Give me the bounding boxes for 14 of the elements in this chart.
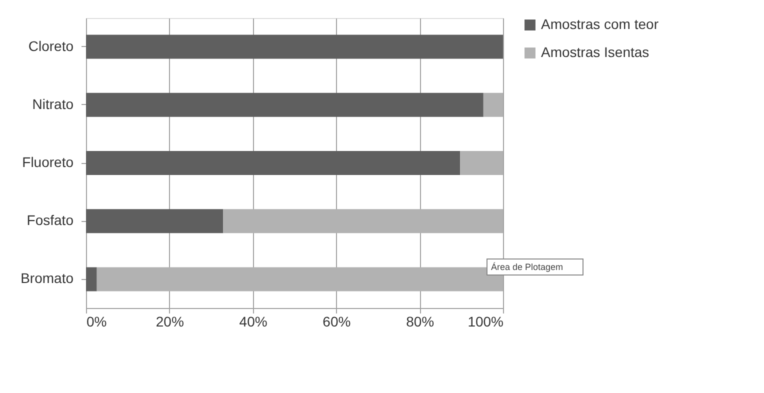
x-tick-label: 20% [156,314,184,330]
y-tick-label: Cloreto [28,38,74,54]
legend-label: Amostras Isentas [541,44,650,60]
y-tick-label: Bromato [20,270,74,286]
y-tick-label: Fosfato [26,212,74,228]
x-tick-label: 0% [86,314,107,330]
x-tick-label: 80% [406,314,434,330]
x-tick-label: 100% [468,314,504,330]
y-tick-label: Fluoreto [22,154,74,170]
x-tick-label: 60% [322,314,351,330]
annotation: Área de Plotagem [491,262,564,272]
legend-label: Amostras com teor [541,16,659,32]
y-tick-label: Nitrato [32,96,74,112]
x-tick-label: 40% [239,314,268,330]
